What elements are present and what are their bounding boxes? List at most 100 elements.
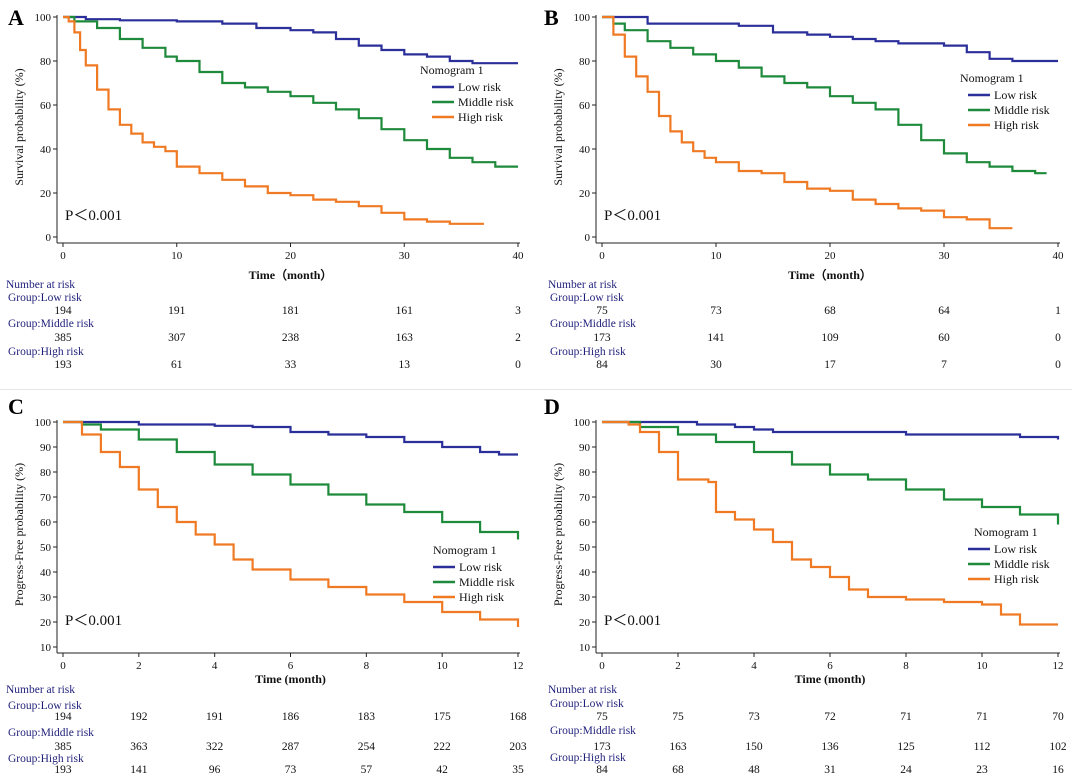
panel-d-progress-free-chart: D 10 20 30 40 50 60 70 80 90 100 0 2 4 6 8 10 12 Progress-…	[536, 389, 1072, 778]
at-risk-value: 75	[596, 711, 608, 723]
at-risk-value: 0	[1055, 359, 1061, 371]
x-tick-label: 0	[599, 250, 605, 262]
x-tick-label: 12	[513, 660, 524, 672]
legend-title: Nomogram 1	[433, 543, 497, 557]
y-tick-label: 20	[40, 617, 52, 629]
at-risk-value: 102	[1049, 741, 1067, 753]
y-tick-label: 0	[585, 232, 591, 244]
panel-letter: D	[544, 394, 560, 419]
at-risk-header: Number at risk	[548, 684, 617, 696]
series-line-middle	[63, 15, 518, 168]
legend-title: Nomogram 1	[420, 63, 484, 77]
at-risk-value: 385	[54, 332, 72, 344]
at-risk-value: 385	[54, 741, 72, 753]
at-risk-value: 203	[509, 741, 527, 753]
at-risk-value: 57	[361, 764, 373, 776]
legend-label-low: Low risk	[458, 80, 501, 94]
panel-letter: A	[8, 5, 24, 30]
legend-label-high: High risk	[994, 118, 1039, 132]
at-risk-value: 64	[938, 305, 950, 317]
legend-label-middle: Middle risk	[994, 103, 1050, 117]
at-risk-value: 35	[512, 764, 524, 776]
at-risk-value: 193	[54, 359, 72, 371]
at-risk-value: 112	[974, 741, 991, 753]
at-risk-value: 141	[707, 332, 725, 344]
at-risk-value: 194	[54, 305, 72, 317]
at-risk-value: 238	[282, 332, 300, 344]
at-risk-value: 254	[358, 741, 376, 753]
at-risk-value: 75	[596, 305, 608, 317]
series-line-low	[602, 15, 1058, 63]
y-tick-label: 10	[40, 642, 52, 654]
series-line-high	[602, 15, 1013, 230]
x-axis-label: Time（month）	[249, 267, 333, 282]
series-line-high	[602, 420, 1058, 626]
at-risk-value: 191	[206, 711, 224, 723]
at-risk-header: Number at risk	[6, 684, 75, 696]
y-tick-label: 40	[40, 567, 52, 579]
at-risk-value: 1	[1055, 305, 1061, 317]
at-risk-value: 181	[282, 305, 300, 317]
at-risk-value: 70	[1052, 711, 1064, 723]
x-tick-label: 10	[711, 250, 723, 262]
at-risk-group-label: Group:Low risk	[550, 698, 624, 710]
at-risk-value: 193	[54, 764, 72, 776]
y-tick-label: 80	[40, 467, 52, 479]
panel-divider	[0, 389, 1072, 390]
at-risk-value: 322	[206, 741, 224, 753]
at-risk-value: 307	[168, 332, 186, 344]
legend-label-low: Low risk	[994, 542, 1037, 556]
at-risk-value: 31	[824, 764, 836, 776]
at-risk-value: 0	[1055, 332, 1061, 344]
series-line-low	[602, 420, 1060, 440]
x-tick-label: 0	[60, 250, 66, 262]
at-risk-value: 7	[941, 359, 947, 371]
at-risk-value: 84	[596, 764, 608, 776]
y-tick-label: 20	[40, 188, 52, 200]
legend-label-middle: Middle risk	[458, 95, 514, 109]
at-risk-value: 136	[821, 741, 839, 753]
panel-letter: C	[8, 394, 24, 419]
at-risk-group-label: Group:Middle risk	[8, 318, 94, 330]
y-tick-label: 90	[40, 442, 52, 454]
at-risk-value: 24	[900, 764, 912, 776]
x-tick-label: 8	[903, 660, 909, 672]
legend-label-middle: Middle risk	[994, 557, 1050, 571]
series-line-middle	[63, 420, 520, 540]
y-tick-label: 80	[579, 56, 591, 68]
legend-label-high: High risk	[459, 590, 504, 604]
y-tick-label: 60	[40, 100, 52, 112]
at-risk-value: 68	[824, 305, 836, 317]
at-risk-value: 194	[54, 711, 72, 723]
at-risk-value: 150	[745, 741, 763, 753]
at-risk-header: Number at risk	[6, 279, 75, 291]
at-risk-value: 30	[710, 359, 722, 371]
legend-title: Nomogram 1	[974, 525, 1038, 539]
at-risk-value: 61	[171, 359, 183, 371]
y-axis-label: Survival probability (%)	[551, 68, 565, 185]
at-risk-value: 42	[436, 764, 448, 776]
at-risk-value: 222	[434, 741, 452, 753]
at-risk-group-label: Group:Low risk	[550, 292, 624, 304]
x-tick-label: 6	[288, 660, 294, 672]
at-risk-value: 109	[821, 332, 839, 344]
at-risk-value: 0	[515, 359, 521, 371]
y-tick-label: 80	[40, 56, 52, 68]
x-tick-label: 0	[599, 660, 605, 672]
at-risk-value: 68	[672, 764, 684, 776]
at-risk-value: 2	[515, 332, 521, 344]
panel-letter: B	[544, 5, 559, 30]
y-tick-label: 90	[579, 442, 591, 454]
at-risk-value: 173	[593, 332, 611, 344]
y-tick-label: 100	[574, 417, 591, 429]
at-risk-value: 287	[282, 741, 300, 753]
x-axis-label: Time (month)	[795, 672, 866, 686]
y-tick-label: 70	[579, 492, 591, 504]
at-risk-group-label: Group:Low risk	[8, 700, 82, 712]
series-line-middle	[602, 420, 1060, 525]
y-tick-label: 60	[40, 517, 52, 529]
x-tick-label: 30	[939, 250, 951, 262]
at-risk-header: Number at risk	[548, 279, 617, 291]
